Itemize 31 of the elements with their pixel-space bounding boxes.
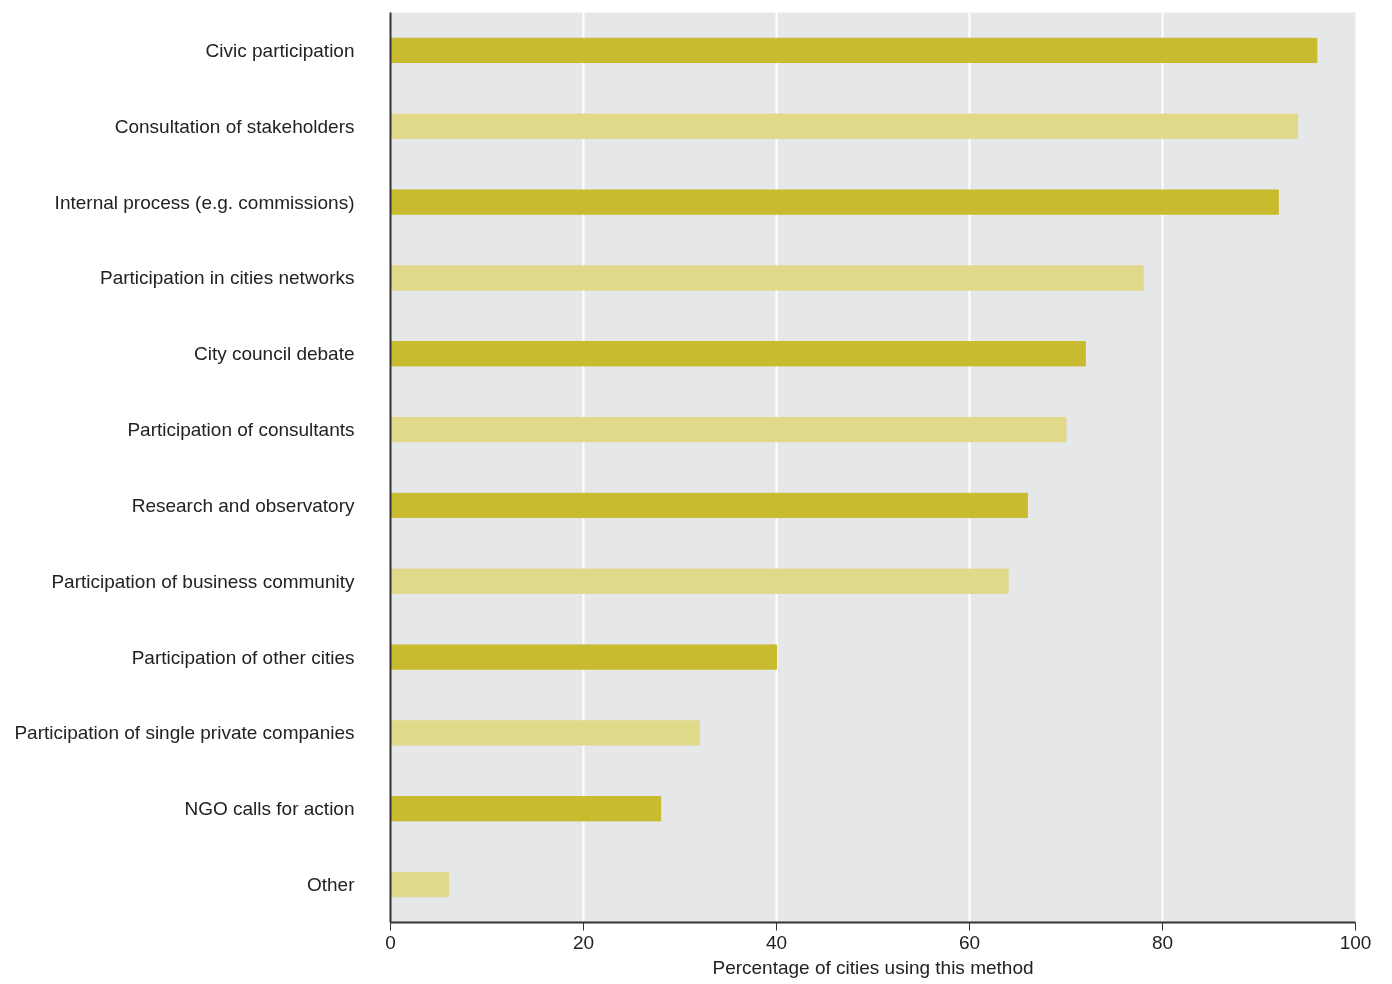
bar (390, 265, 1144, 291)
bar (390, 644, 777, 670)
x-tick-label: 0 (385, 931, 396, 953)
bar (390, 796, 662, 822)
bar (390, 720, 700, 746)
y-tick-label: Participation of single private companies (14, 722, 355, 744)
bar (390, 568, 1009, 594)
bar (390, 341, 1086, 367)
x-tick-label: 80 (1151, 931, 1174, 953)
y-tick-label: Research and observatory (131, 494, 355, 516)
y-tick-label: Consultation of stakeholders (114, 115, 355, 137)
y-tick-label: Internal process (e.g. commissions) (54, 191, 355, 213)
y-tick-label: Participation of other cities (131, 646, 355, 668)
bar (390, 416, 1067, 443)
bar (390, 113, 1299, 139)
y-tick-label: Participation of consultants (127, 419, 355, 441)
y-tick-label: City council debate (193, 343, 355, 365)
x-axis-title: Percentage of cities using this method (712, 956, 1034, 978)
bar (390, 189, 1279, 215)
y-tick-label: NGO calls for action (184, 798, 355, 820)
x-tick-label: 40 (765, 931, 788, 953)
x-tick-label: 60 (958, 931, 981, 953)
x-tick-label: 20 (572, 931, 595, 953)
bar (390, 37, 1318, 64)
y-tick-label: Participation of business community (51, 570, 355, 592)
bar (390, 492, 1028, 519)
y-tick-label: Civic participation (205, 39, 355, 61)
x-tick-label: 100 (1339, 931, 1372, 953)
bar (390, 871, 449, 898)
y-tick-label: Participation in cities networks (100, 267, 355, 289)
y-tick-label: Other (306, 874, 356, 896)
